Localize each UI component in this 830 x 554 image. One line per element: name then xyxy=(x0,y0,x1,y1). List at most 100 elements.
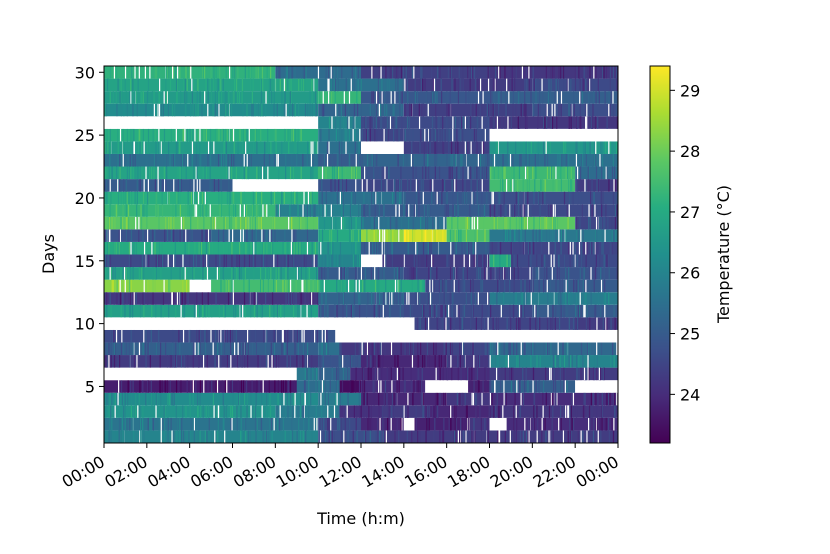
heatmap-streak xyxy=(469,216,472,230)
heatmap-streak xyxy=(522,367,524,381)
heatmap-streak xyxy=(210,430,212,443)
heatmap-streak xyxy=(384,304,386,318)
heatmap-streak xyxy=(579,103,581,117)
heatmap-streak xyxy=(160,304,162,318)
heatmap-streak xyxy=(551,267,553,280)
heatmap-streak xyxy=(397,66,399,79)
heatmap-streak xyxy=(164,153,166,167)
heatmap-streak xyxy=(166,355,169,368)
heatmap-streak xyxy=(325,66,327,79)
heatmap-streak xyxy=(154,128,156,142)
heatmap-streak xyxy=(109,292,111,305)
heatmap-streak xyxy=(435,342,437,356)
heatmap-streak xyxy=(278,417,281,431)
heatmap-streak xyxy=(241,229,243,242)
heatmap-streak xyxy=(398,91,400,104)
heatmap-streak xyxy=(450,417,452,431)
heatmap-streak xyxy=(475,128,477,142)
heatmap-streak xyxy=(375,430,377,443)
heatmap-streak xyxy=(112,279,115,293)
heatmap-cell xyxy=(361,153,490,167)
heatmap-streak xyxy=(462,317,465,330)
heatmap-streak xyxy=(215,329,217,343)
heatmap-streak xyxy=(353,241,355,255)
heatmap-streak xyxy=(502,179,504,192)
heatmap-streak xyxy=(550,78,552,92)
heatmap-streak xyxy=(459,430,461,443)
heatmap-streak xyxy=(578,241,581,255)
heatmap-streak xyxy=(268,153,271,167)
heatmap-streak xyxy=(361,342,363,356)
heatmap-streak xyxy=(154,279,156,293)
heatmap-streak xyxy=(238,254,240,268)
heatmap-streak xyxy=(162,417,164,431)
heatmap-streak xyxy=(311,329,313,343)
heatmap-streak xyxy=(163,417,165,431)
heatmap-streak xyxy=(192,128,194,142)
heatmap-streak xyxy=(171,292,173,305)
heatmap-streak xyxy=(336,229,339,242)
heatmap-streak xyxy=(131,191,133,205)
heatmap-streak xyxy=(253,267,255,280)
heatmap-streak xyxy=(154,179,156,192)
y-tick-label: 25 xyxy=(75,126,95,145)
heatmap-streak xyxy=(538,191,541,205)
heatmap-streak xyxy=(535,317,538,330)
heatmap-streak xyxy=(411,141,413,154)
heatmap-streak xyxy=(105,405,107,418)
heatmap-streak xyxy=(336,392,338,406)
heatmap-streak xyxy=(537,292,539,305)
heatmap-streak xyxy=(324,329,326,343)
heatmap-streak xyxy=(396,267,399,280)
heatmap-streak xyxy=(236,392,238,406)
heatmap-streak xyxy=(204,254,207,268)
heatmap-streak xyxy=(316,367,318,381)
heatmap-streak xyxy=(152,279,154,293)
heatmap-streak xyxy=(293,380,296,393)
heatmap-streak xyxy=(288,216,290,230)
heatmap-streak xyxy=(362,342,364,356)
heatmap-streak xyxy=(522,204,524,217)
heatmap-streak xyxy=(437,392,439,406)
heatmap-streak xyxy=(337,153,340,167)
heatmap-streak xyxy=(432,279,434,293)
heatmap-streak xyxy=(573,279,575,293)
heatmap-streak xyxy=(422,304,424,318)
heatmap-streak xyxy=(313,367,315,381)
heatmap-streak xyxy=(490,166,492,180)
heatmap-streak xyxy=(294,66,296,79)
heatmap-streak xyxy=(139,417,142,431)
heatmap-streak xyxy=(520,103,522,117)
heatmap-streak xyxy=(174,430,176,443)
heatmap-streak xyxy=(307,392,309,406)
heatmap-streak xyxy=(380,91,382,104)
heatmap-streak xyxy=(549,204,551,217)
heatmap-streak xyxy=(348,91,351,104)
heatmap-streak xyxy=(396,216,398,230)
heatmap-streak xyxy=(244,304,246,318)
heatmap-streak xyxy=(470,66,472,79)
heatmap-streak xyxy=(340,342,342,356)
heatmap-streak xyxy=(509,204,511,217)
heatmap-streak xyxy=(377,367,379,381)
heatmap-streak xyxy=(211,179,213,192)
heatmap-streak xyxy=(253,241,255,255)
heatmap-streak xyxy=(468,141,470,154)
heatmap-streak xyxy=(575,153,578,167)
heatmap-streak xyxy=(327,267,330,280)
heatmap-streak xyxy=(150,166,152,180)
heatmap-streak xyxy=(333,91,336,104)
heatmap-streak xyxy=(153,229,156,242)
heatmap-streak xyxy=(345,267,347,280)
heatmap-streak xyxy=(526,355,528,368)
heatmap-streak xyxy=(605,166,607,180)
heatmap-streak xyxy=(245,279,247,293)
heatmap-streak xyxy=(304,380,307,393)
heatmap-streak xyxy=(439,430,441,443)
heatmap-streak xyxy=(179,179,182,192)
heatmap-streak xyxy=(269,78,271,92)
heatmap-streak xyxy=(465,91,467,104)
heatmap-streak xyxy=(273,153,276,167)
heatmap-streak xyxy=(352,304,354,318)
heatmap-streak xyxy=(349,355,351,368)
